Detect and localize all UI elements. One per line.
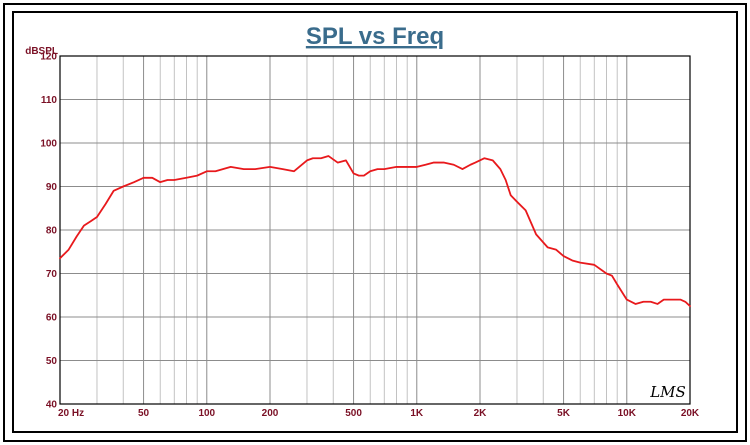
x-tick-label: 200 [262,408,279,419]
x-tick-label: 50 [138,408,150,419]
x-tick-label: 500 [345,408,362,419]
y-tick-label: 110 [41,95,58,106]
y-axis-label: dBSPL [25,46,58,57]
chart-title: SPL vs Freq [306,23,444,50]
inner-frame [12,11,738,433]
x-tick-label: 100 [198,408,215,419]
x-tick-label: 1K [410,408,424,419]
x-tick-label: 2K [474,408,488,419]
lms-logo: LMS [649,383,686,401]
y-tick-label: 50 [46,356,58,367]
y-tick-label: 80 [46,226,58,237]
x-tick-label: 5K [557,408,571,419]
x-tick-labels: 20 Hz 50 100 200 500 1K 2K 5K 10K 20K [58,408,700,419]
y-tick-labels: 40 50 60 70 80 90 100 110 120 [40,52,57,411]
y-tick-label: 90 [46,182,58,193]
y-tick-label: 100 [40,139,57,150]
x-tick-label: 20K [681,408,700,419]
y-tick-label: 40 [46,400,58,411]
x-tick-label: 20 Hz [58,408,84,419]
series-layer [59,155,691,308]
spl-response-curve [59,155,691,308]
y-tick-label: 60 [46,313,58,324]
plot-area-border [59,55,691,405]
y-tick-label: 120 [40,52,57,63]
y-tick-label: 70 [46,269,58,280]
x-tick-label: 10K [618,408,637,419]
